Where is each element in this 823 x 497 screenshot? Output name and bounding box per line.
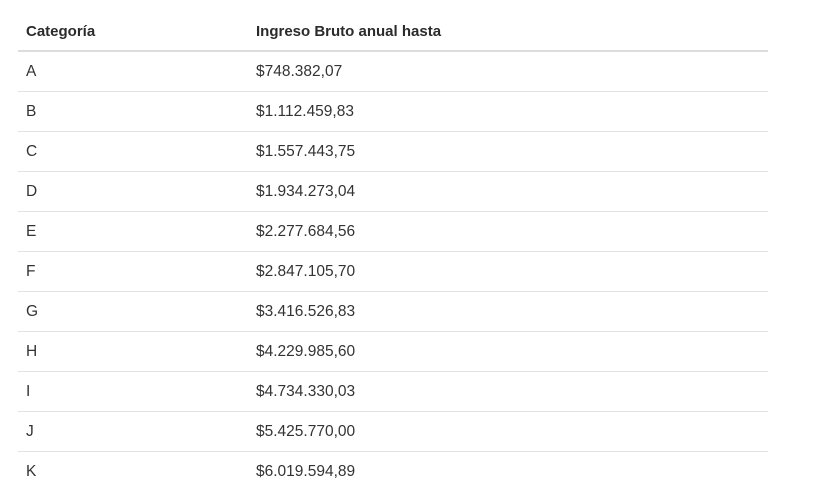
cell-category: J bbox=[18, 411, 248, 452]
header-income: Ingreso Bruto anual hasta bbox=[248, 12, 768, 52]
cell-income: $3.416.526,83 bbox=[248, 291, 768, 332]
header-category: Categoría bbox=[18, 12, 248, 52]
cell-category: H bbox=[18, 331, 248, 372]
cell-income: $4.229.985,60 bbox=[248, 331, 768, 372]
table-row: E $2.277.684,56 bbox=[18, 211, 768, 252]
table-row: I $4.734.330,03 bbox=[18, 371, 768, 412]
cell-income: $748.382,07 bbox=[248, 51, 768, 92]
table-row: J $5.425.770,00 bbox=[18, 411, 768, 452]
cell-category: B bbox=[18, 91, 248, 132]
table-header: Categoría Ingreso Bruto anual hasta bbox=[18, 12, 768, 52]
table-row: F $2.847.105,70 bbox=[18, 251, 768, 292]
table-row: H $4.229.985,60 bbox=[18, 331, 768, 372]
cell-income: $1.934.273,04 bbox=[248, 171, 768, 212]
table-body: A $748.382,07 B $1.112.459,83 C $1.557.4… bbox=[18, 51, 768, 491]
cell-category: F bbox=[18, 251, 248, 292]
table-row: K $6.019.594,89 bbox=[18, 452, 768, 492]
cell-category: I bbox=[18, 371, 248, 412]
cell-income: $1.112.459,83 bbox=[248, 91, 768, 132]
categories-table: Categoría Ingreso Bruto anual hasta A $7… bbox=[18, 12, 768, 491]
cell-income: $2.847.105,70 bbox=[248, 251, 768, 292]
table-row: C $1.557.443,75 bbox=[18, 131, 768, 172]
cell-income: $6.019.594,89 bbox=[256, 462, 356, 480]
cell-category: C bbox=[18, 131, 248, 172]
cell-category: D bbox=[18, 171, 248, 212]
cell-category: E bbox=[18, 211, 248, 252]
table-row: A $748.382,07 bbox=[18, 51, 768, 92]
cell-income: $4.734.330,03 bbox=[248, 371, 768, 412]
cell-category: A bbox=[18, 51, 248, 92]
cell-income: $5.425.770,00 bbox=[248, 411, 768, 452]
cell-income: $1.557.443,75 bbox=[248, 131, 768, 172]
table-row: B $1.112.459,83 bbox=[18, 91, 768, 132]
table-row: G $3.416.526,83 bbox=[18, 291, 768, 332]
table-row: D $1.934.273,04 bbox=[18, 171, 768, 212]
cell-income: $2.277.684,56 bbox=[248, 211, 768, 252]
cell-category: G bbox=[18, 291, 248, 332]
cell-category: K bbox=[26, 462, 37, 480]
header-row: Categoría Ingreso Bruto anual hasta bbox=[18, 12, 768, 52]
